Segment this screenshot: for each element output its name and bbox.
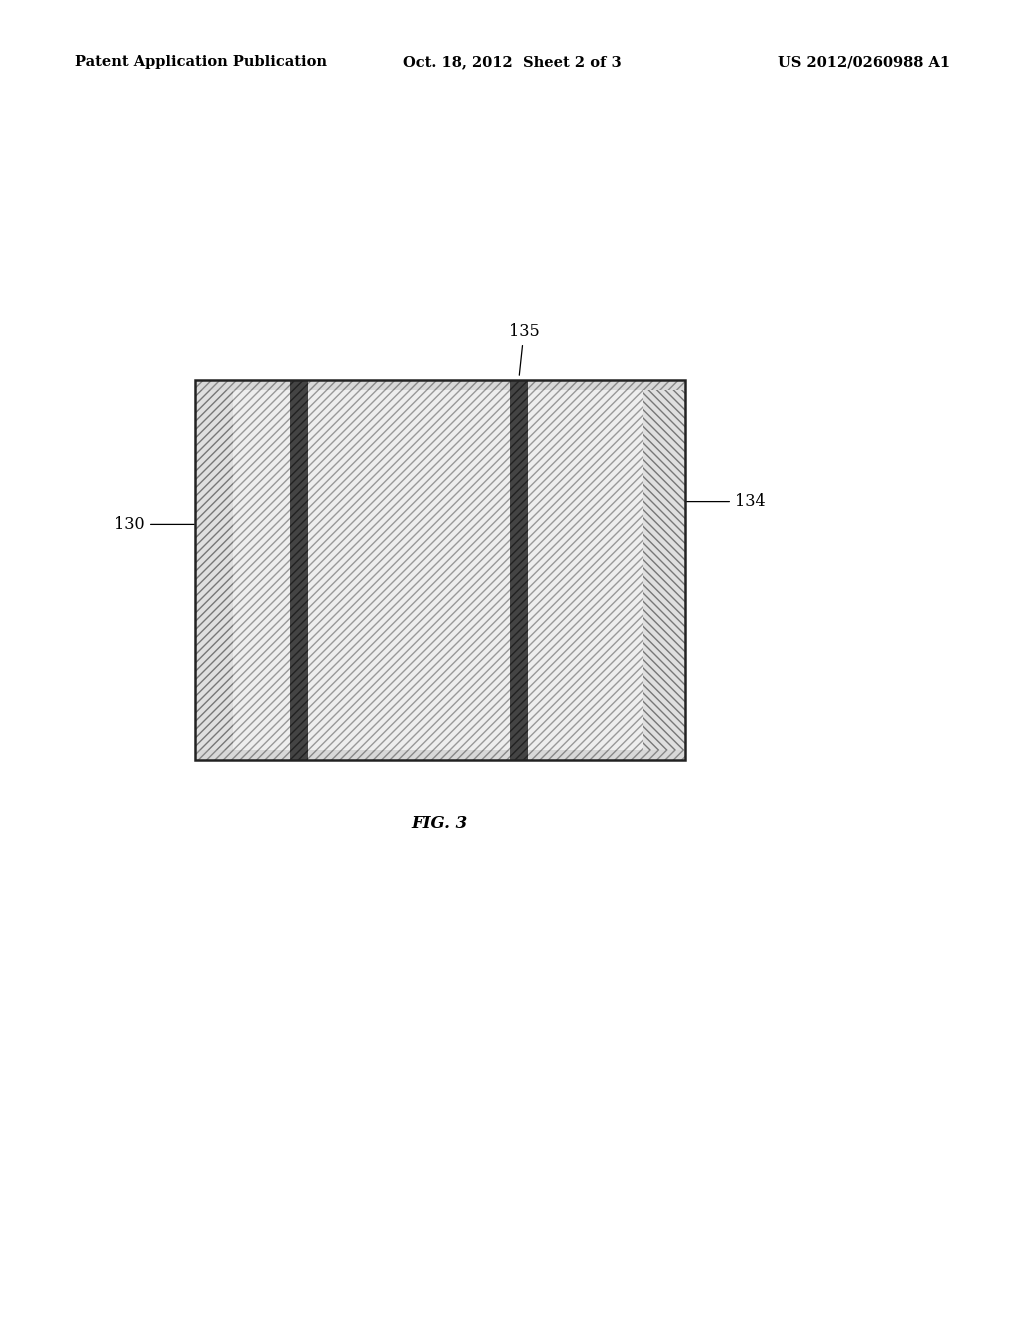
- Text: Patent Application Publication: Patent Application Publication: [75, 55, 327, 69]
- Bar: [510, 380, 528, 760]
- Bar: [290, 380, 308, 760]
- Text: Oct. 18, 2012  Sheet 2 of 3: Oct. 18, 2012 Sheet 2 of 3: [402, 55, 622, 69]
- Text: 130: 130: [115, 516, 195, 533]
- Text: 135: 135: [509, 323, 540, 375]
- Bar: [195, 380, 685, 760]
- Text: FIG. 3: FIG. 3: [412, 814, 468, 832]
- Text: US 2012/0260988 A1: US 2012/0260988 A1: [778, 55, 950, 69]
- Bar: [195, 380, 685, 760]
- Bar: [195, 380, 233, 760]
- Bar: [643, 380, 685, 760]
- Bar: [195, 380, 685, 389]
- Bar: [195, 750, 685, 760]
- Text: 134: 134: [686, 494, 766, 510]
